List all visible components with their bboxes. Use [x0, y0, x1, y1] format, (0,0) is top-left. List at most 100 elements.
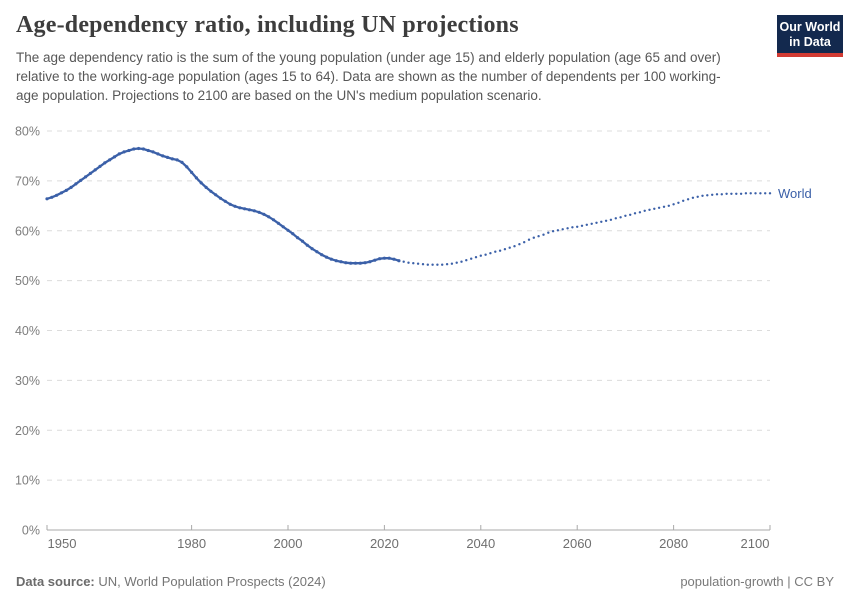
data-point-marker: [305, 243, 309, 247]
data-point-marker: [315, 250, 319, 254]
projection-dot: [735, 192, 738, 195]
data-point-marker: [180, 160, 184, 164]
data-point-marker: [276, 221, 280, 225]
projection-dot: [561, 228, 564, 231]
projection-dot: [667, 204, 670, 207]
projection-dot: [523, 241, 526, 244]
projection-dot: [614, 217, 617, 220]
owid-logo-line1: Our World: [779, 20, 841, 34]
y-tick-label: 40%: [15, 324, 40, 338]
data-point-marker: [252, 209, 256, 213]
projection-dot: [580, 224, 584, 227]
projection-dot: [711, 193, 714, 196]
projection-dot: [677, 201, 680, 204]
x-tick-label: 2060: [563, 536, 592, 551]
data-point-marker: [334, 259, 338, 263]
data-point-marker: [194, 176, 198, 180]
projection-dot: [402, 260, 405, 263]
projection-dot: [604, 219, 608, 222]
data-point-marker: [358, 261, 362, 265]
data-point-marker: [161, 154, 165, 158]
data-point-marker: [64, 188, 68, 192]
data-point-marker: [281, 225, 285, 229]
series-end-label: World: [778, 186, 812, 201]
projection-dot: [624, 214, 627, 217]
projection-dot: [759, 192, 762, 195]
x-tick-label: 2040: [466, 536, 495, 551]
projection-dot: [648, 208, 651, 211]
x-tick-label: 1950: [48, 536, 77, 551]
projection-dot: [600, 220, 603, 223]
data-source-text: UN, World Population Prospects (2024): [98, 574, 326, 589]
projection-dot: [566, 227, 569, 230]
data-point-marker: [353, 261, 358, 265]
projection-dot: [653, 207, 656, 210]
data-point-marker: [122, 150, 126, 154]
data-point-marker: [175, 158, 179, 162]
license-slug-text[interactable]: population-growth | CC BY: [680, 574, 834, 589]
data-point-marker: [165, 155, 170, 159]
data-point-marker: [228, 202, 232, 206]
data-point-marker: [137, 146, 141, 151]
data-point-marker: [108, 158, 112, 162]
data-point-marker: [127, 148, 131, 153]
data-point-marker: [112, 155, 117, 159]
data-point-marker: [378, 257, 382, 261]
data-point-marker: [300, 239, 305, 243]
data-point-marker: [50, 195, 54, 199]
x-tick-label: 2100: [741, 536, 770, 551]
projection-dot: [643, 209, 646, 212]
projection-dot: [412, 262, 415, 265]
projection-dot: [706, 194, 709, 197]
y-tick-label: 10%: [15, 474, 40, 488]
projection-dot: [532, 236, 535, 239]
projection-dot: [585, 223, 588, 226]
data-point-marker: [223, 199, 227, 203]
data-point-marker: [296, 236, 300, 240]
y-tick-label: 80%: [15, 125, 40, 139]
projection-dot: [489, 252, 492, 255]
data-point-marker: [344, 261, 348, 265]
data-point-marker: [329, 257, 333, 261]
data-point-marker: [363, 261, 367, 265]
projection-dot: [518, 243, 521, 246]
projection-dot: [445, 263, 449, 266]
projection-dot: [494, 250, 497, 253]
chart-subtitle: The age dependency ratio is the sum of t…: [16, 50, 721, 103]
projection-dot: [619, 216, 622, 219]
data-point-marker: [218, 196, 223, 200]
data-point-marker: [310, 247, 314, 251]
data-point-marker: [55, 193, 59, 197]
data-point-marker: [271, 218, 276, 222]
projection-dot: [691, 196, 695, 199]
data-point-marker: [382, 256, 386, 260]
data-point-marker: [59, 191, 64, 195]
data-point-marker: [93, 168, 97, 172]
projection-dot: [421, 263, 425, 266]
owid-logo[interactable]: Our World in Data: [777, 15, 843, 57]
y-tick-label: 30%: [15, 374, 40, 388]
x-tick-label: 1980: [177, 536, 206, 551]
data-point-marker: [88, 171, 92, 175]
projection-dot: [479, 254, 482, 257]
projection-dot: [450, 262, 454, 265]
projection-dot: [547, 231, 550, 234]
data-point-marker: [79, 178, 83, 182]
y-tick-label: 60%: [15, 224, 40, 238]
data-point-marker: [204, 185, 208, 189]
data-point-marker: [325, 255, 329, 259]
data-point-marker: [339, 260, 343, 264]
data-point-marker: [141, 147, 145, 151]
data-point-marker: [151, 150, 155, 154]
data-point-marker: [243, 207, 247, 211]
projection-dot: [537, 235, 540, 238]
projection-dot: [696, 195, 699, 198]
data-point-marker: [291, 232, 295, 236]
data-point-marker: [156, 152, 160, 156]
projection-dot: [460, 260, 463, 263]
projection-dot: [416, 262, 420, 265]
y-tick-label: 70%: [15, 174, 40, 188]
projection-dot: [542, 233, 545, 236]
projection-dot: [426, 263, 429, 266]
